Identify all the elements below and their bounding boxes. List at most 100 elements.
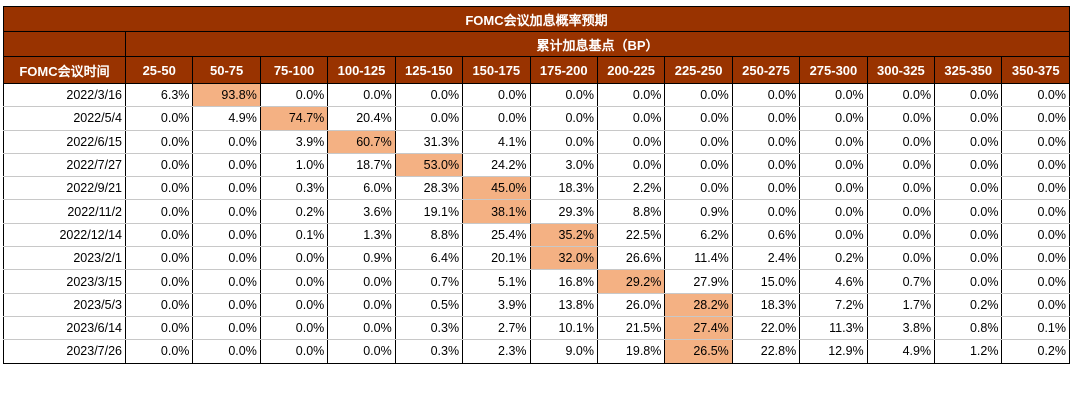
probability-cell: 0.7% xyxy=(395,269,464,294)
highest-probability-cell: 29.2% xyxy=(597,269,666,294)
column-header: 25-50 xyxy=(124,56,194,84)
probability-cell: 1.0% xyxy=(260,153,329,178)
probability-cell: 10.1% xyxy=(530,316,598,341)
table-title-row: FOMC会议加息概率预期 xyxy=(3,6,1070,32)
meeting-date-cell: 2022/7/27 xyxy=(3,153,126,178)
probability-cell: 0.0% xyxy=(867,83,936,108)
table-row: 2023/6/14 0.0% 0.0% 0.0% 0.0% 0.3% 2.7% 10.1% 21… xyxy=(3,316,1070,341)
probability-cell: 0.0% xyxy=(125,223,194,248)
probability-cell: 0.7% xyxy=(867,269,936,294)
probability-cell: 0.0% xyxy=(125,246,194,271)
table-row: 2022/12/14 0.0% 0.0% 0.1% 1.3% 8.8% 25.4% 35.2%… xyxy=(3,223,1070,248)
probability-cell: 1.3% xyxy=(327,223,396,248)
probability-cell: 6.0% xyxy=(327,176,396,201)
probability-cell: 16.8% xyxy=(530,269,598,294)
highest-probability-cell: 93.8% xyxy=(192,83,261,108)
column-header-row: FOMC会议时间 25-50 50-75 75-100 100-125 125-150 1… xyxy=(3,56,1070,84)
probability-cell: 0.0% xyxy=(732,106,801,131)
probability-cell: 0.0% xyxy=(260,293,329,317)
probability-cell: 0.0% xyxy=(192,199,261,224)
probability-cell: 0.0% xyxy=(192,246,261,271)
meeting-date-cell: 2023/7/26 xyxy=(3,339,126,364)
probability-cell: 0.0% xyxy=(934,246,1003,271)
probability-cell: 0.0% xyxy=(260,339,329,364)
probability-cell: 0.0% xyxy=(192,293,261,317)
probability-cell: 20.4% xyxy=(327,106,396,131)
probability-cell: 27.9% xyxy=(664,269,733,294)
probability-cell: 0.3% xyxy=(395,339,464,364)
probability-cell: 0.8% xyxy=(934,316,1003,341)
table-row: 2023/2/1 0.0% 0.0% 0.0% 0.9% 6.4% 20.1% 32.0% 26… xyxy=(3,246,1070,271)
probability-cell: 0.0% xyxy=(799,153,868,178)
probability-cell: 0.0% xyxy=(260,269,329,294)
highest-probability-cell: 45.0% xyxy=(462,176,531,201)
probability-cell: 0.3% xyxy=(260,176,329,201)
probability-cell: 0.0% xyxy=(597,153,666,178)
probability-cell: 0.0% xyxy=(664,153,733,178)
probability-cell: 19.1% xyxy=(395,199,464,224)
probability-cell: 0.0% xyxy=(1001,83,1070,108)
probability-cell: 0.0% xyxy=(799,199,868,224)
probability-cell: 0.0% xyxy=(867,176,936,201)
meeting-date-cell: 2022/12/14 xyxy=(3,223,126,248)
probability-cell: 0.0% xyxy=(462,106,531,131)
probability-cell: 0.0% xyxy=(125,316,194,341)
probability-cell: 12.9% xyxy=(799,339,868,364)
meeting-date-cell: 2023/6/14 xyxy=(3,316,126,341)
probability-cell: 0.0% xyxy=(395,83,464,108)
probability-cell: 4.6% xyxy=(799,269,868,294)
probability-cell: 0.0% xyxy=(597,106,666,131)
highest-probability-cell: 35.2% xyxy=(530,223,598,248)
column-header: 75-100 xyxy=(259,56,329,84)
table-row: 2022/3/16 6.3% 93.8% 0.0% 0.0% 0.0% 0.0% 0.0% 0.… xyxy=(3,83,1070,108)
probability-cell: 0.0% xyxy=(664,130,733,154)
probability-cell: 0.0% xyxy=(597,83,666,108)
table-row: 2022/7/27 0.0% 0.0% 1.0% 18.7% 53.0% 24.2% 3.0%… xyxy=(3,153,1070,178)
probability-cell: 0.0% xyxy=(934,223,1003,248)
meeting-date-cell: 2023/3/15 xyxy=(3,269,126,294)
column-header: 150-175 xyxy=(462,56,531,84)
probability-cell: 0.2% xyxy=(934,293,1003,317)
table-row: 2022/11/2 0.0% 0.0% 0.2% 3.6% 19.1% 38.1% 29.3%… xyxy=(3,199,1070,224)
meeting-date-cell: 2022/5/4 xyxy=(3,106,126,131)
probability-cell: 0.0% xyxy=(1001,246,1070,271)
probability-cell: 15.0% xyxy=(732,269,801,294)
probability-cell: 0.0% xyxy=(192,223,261,248)
probability-cell: 0.0% xyxy=(732,130,801,154)
probability-cell: 0.2% xyxy=(260,199,329,224)
probability-cell: 4.9% xyxy=(867,339,936,364)
probability-cell: 3.0% xyxy=(530,153,598,178)
column-header: 275-300 xyxy=(799,56,868,84)
probability-cell: 2.2% xyxy=(597,176,666,201)
probability-cell: 0.0% xyxy=(934,83,1003,108)
probability-cell: 20.1% xyxy=(462,246,531,271)
table-row: 2023/5/3 0.0% 0.0% 0.0% 0.0% 0.5% 3.9% 13.8% 26.… xyxy=(3,293,1070,317)
probability-cell: 11.4% xyxy=(664,246,733,271)
probability-cell: 0.0% xyxy=(867,130,936,154)
probability-cell: 0.0% xyxy=(125,176,194,201)
probability-cell: 0.0% xyxy=(934,199,1003,224)
column-header: 350-375 xyxy=(1001,56,1070,84)
probability-cell: 0.0% xyxy=(1001,106,1070,131)
probability-cell: 0.0% xyxy=(530,106,598,131)
probability-cell: 0.0% xyxy=(1001,293,1070,317)
probability-cell: 18.7% xyxy=(327,153,396,178)
probability-cell: 22.8% xyxy=(732,339,801,364)
table-row: 2022/5/4 0.0% 4.9% 74.7% 20.4% 0.0% 0.0% 0.0% 0.… xyxy=(3,106,1070,131)
probability-cell: 0.0% xyxy=(192,339,261,364)
column-header: 250-275 xyxy=(731,56,801,84)
probability-cell: 4.9% xyxy=(192,106,261,131)
probability-cell: 21.5% xyxy=(597,316,666,341)
probability-cell: 6.3% xyxy=(125,83,194,108)
table-row: 2022/6/15 0.0% 0.0% 3.9% 60.7% 31.3% 4.1% 0.0% 0… xyxy=(3,130,1070,154)
probability-cell: 0.0% xyxy=(934,176,1003,201)
probability-cell: 0.1% xyxy=(1001,316,1070,341)
probability-cell: 1.2% xyxy=(934,339,1003,364)
fomc-probability-table: FOMC会议加息概率预期 累计加息基点（BP） FOMC会议时间 25-50 50… xyxy=(3,6,1070,364)
probability-cell: 0.0% xyxy=(1001,269,1070,294)
table-subtitle-row: 累计加息基点（BP） xyxy=(3,31,1070,57)
meeting-date-cell: 2022/9/21 xyxy=(3,176,126,201)
probability-cell: 3.6% xyxy=(327,199,396,224)
table-row: 2022/9/21 0.0% 0.0% 0.3% 6.0% 28.3% 45.0% 18.3%… xyxy=(3,176,1070,201)
probability-cell: 0.0% xyxy=(192,316,261,341)
